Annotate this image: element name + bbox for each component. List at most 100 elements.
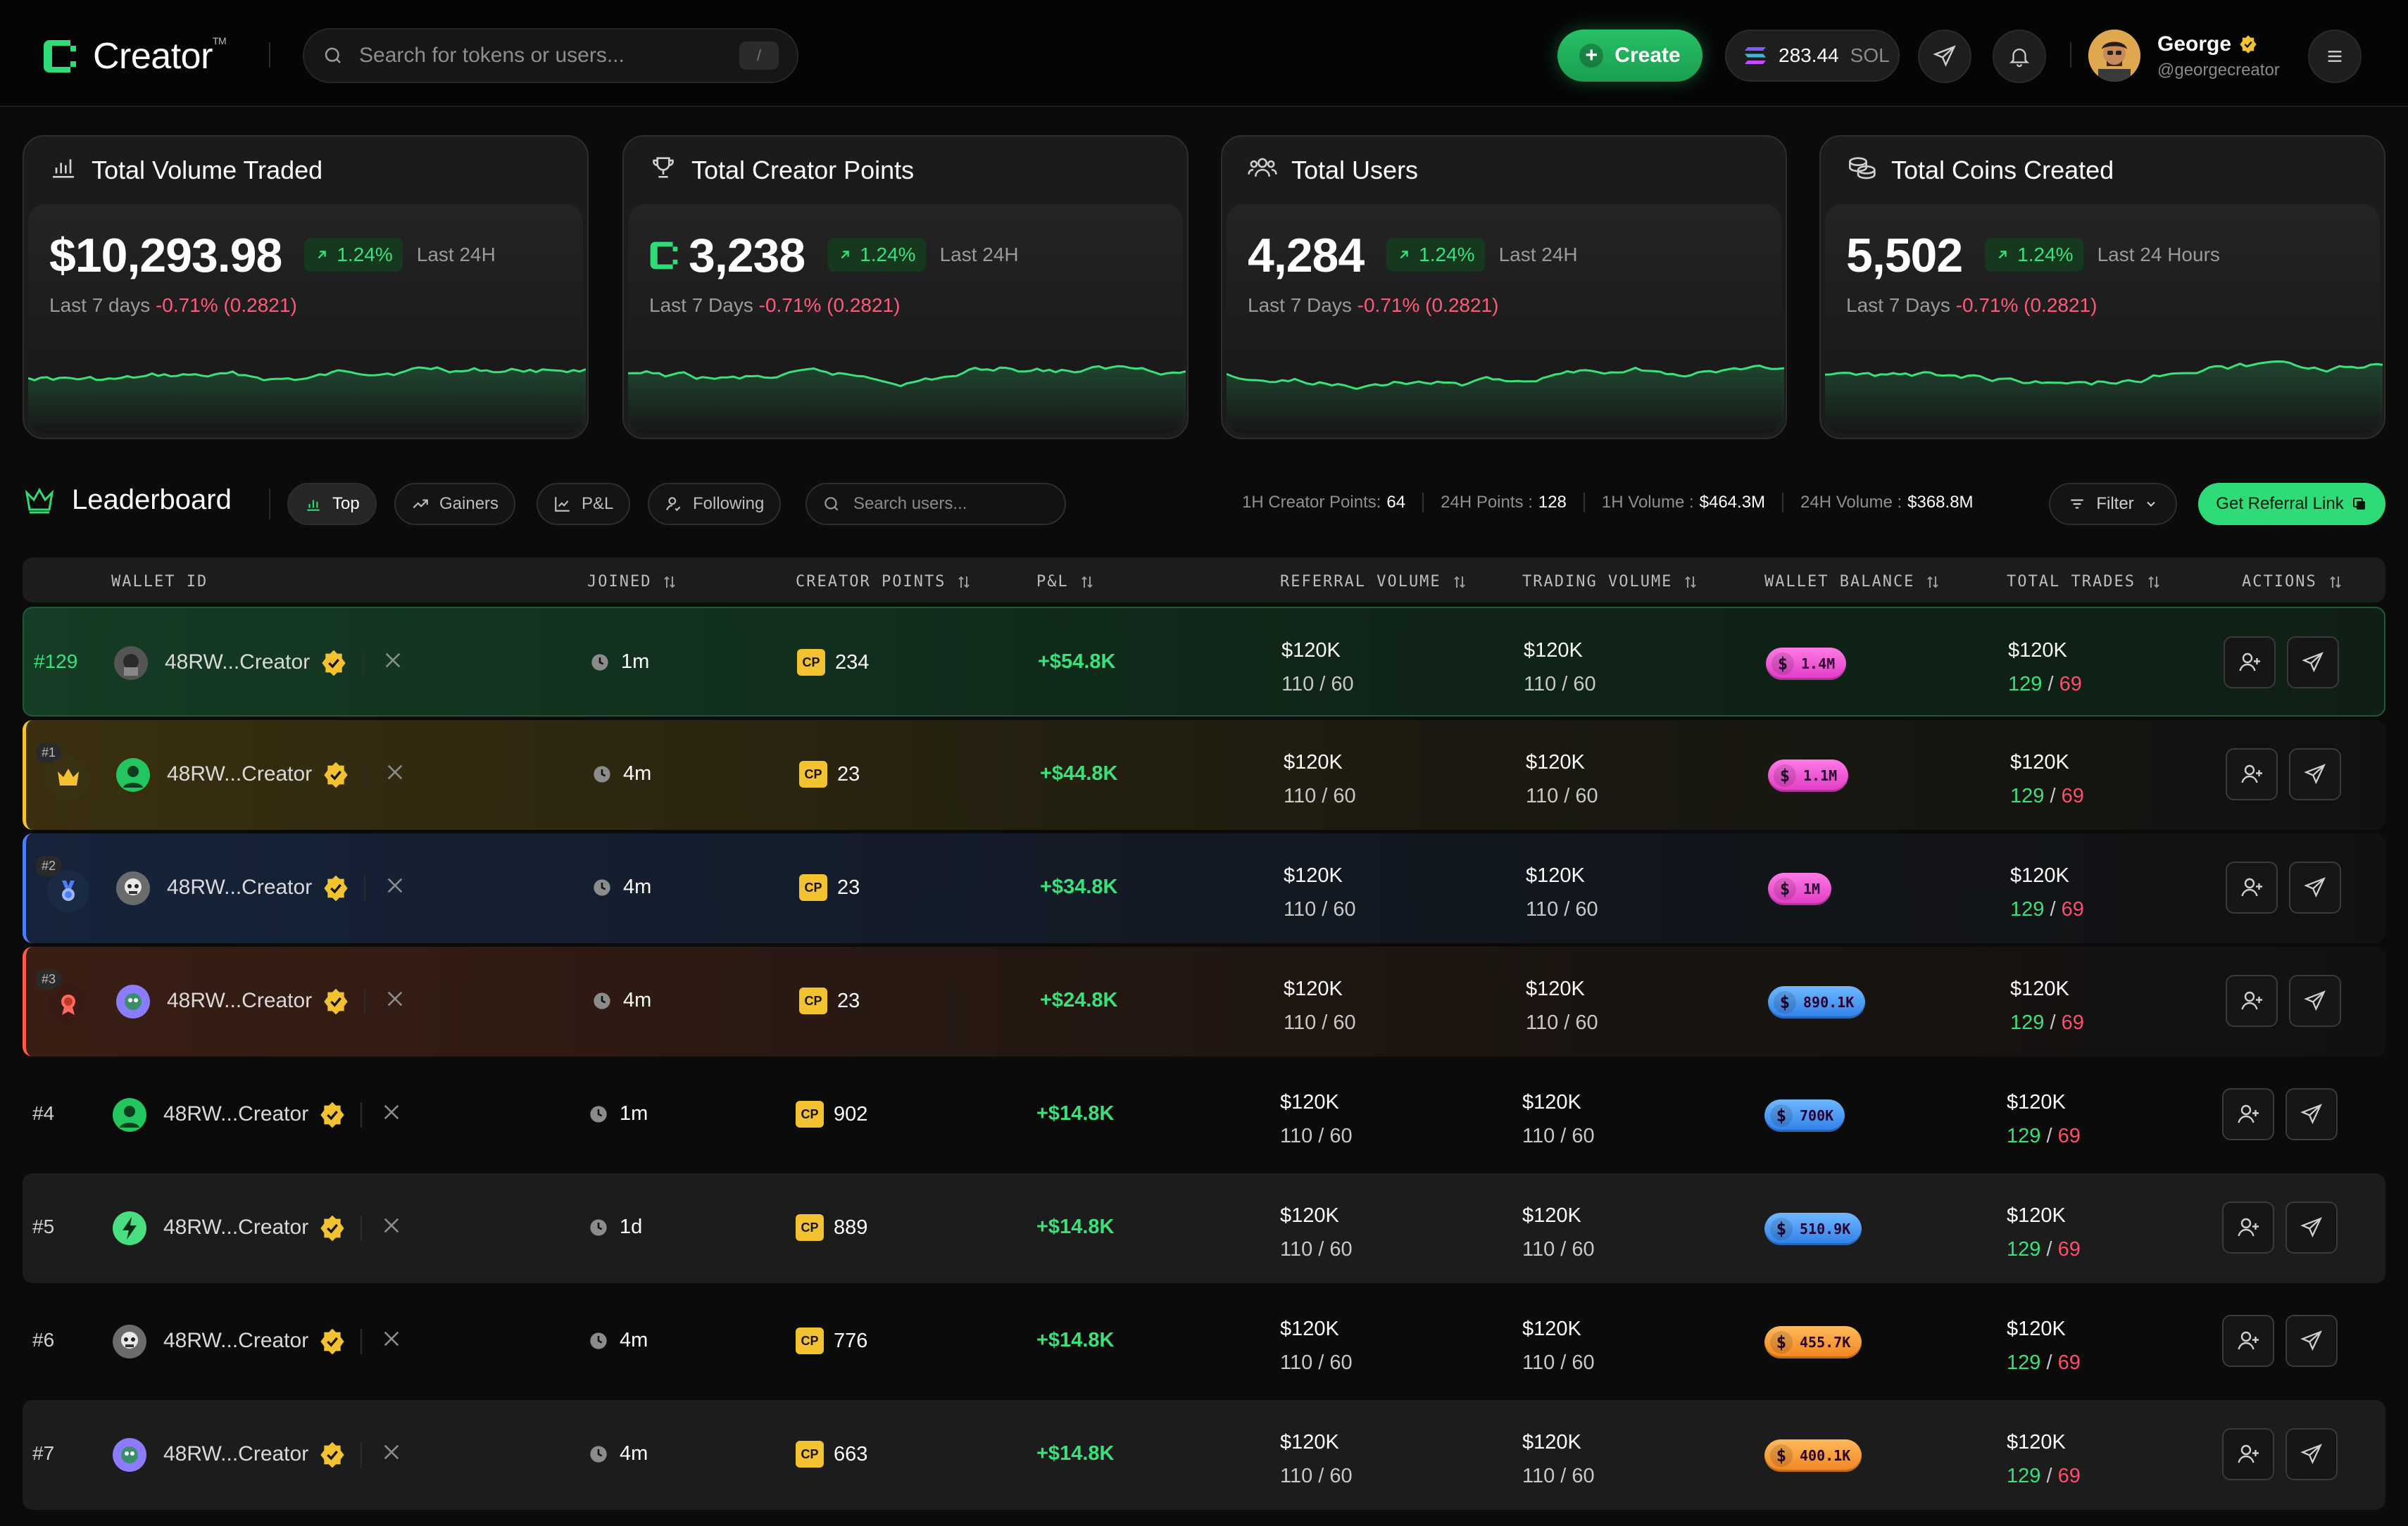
wallet-id[interactable]: 48RW...Creator — [163, 1102, 309, 1125]
x-social-icon[interactable] — [382, 1329, 401, 1354]
send-to-user-button[interactable] — [2285, 1088, 2338, 1140]
tab-gainers[interactable]: Gainers — [394, 483, 516, 525]
follow-user-button[interactable] — [2226, 975, 2278, 1027]
joined-cell: 4m — [589, 1329, 648, 1352]
follow-user-button[interactable] — [2226, 862, 2278, 914]
column-header[interactable]: WALLET BALANCE — [1764, 573, 1941, 591]
wallet-balance-pill[interactable]: 283.44 SOL — [1725, 30, 1900, 82]
tab-top[interactable]: Top — [287, 483, 377, 525]
wallet-id[interactable]: 48RW...Creator — [163, 1329, 309, 1352]
create-button[interactable]: + Create — [1557, 30, 1702, 82]
x-social-icon[interactable] — [382, 1442, 401, 1468]
user-avatar[interactable] — [2088, 30, 2140, 82]
trading-volume-cell: $120K 110 / 60 — [1522, 1204, 1595, 1261]
send-to-user-button[interactable] — [2289, 862, 2341, 914]
table-row[interactable]: #129 48RW...Creator 1m CP 234 +$54.8K $1… — [23, 607, 2385, 717]
send-to-user-button[interactable] — [2289, 748, 2341, 800]
table-row[interactable]: #2 48RW...Creator 4m CP 23 +$34.8K $120K… — [23, 833, 2385, 943]
tab-pnl[interactable]: P&L — [537, 483, 631, 525]
x-social-icon[interactable] — [383, 650, 403, 676]
notifications-button[interactable] — [1993, 30, 2046, 83]
table-row[interactable]: #7 48RW...Creator 4m CP 663 +$14.8K $120… — [23, 1400, 2385, 1510]
x-social-icon[interactable] — [385, 876, 405, 901]
sparkline-area — [1227, 365, 1784, 434]
arrow-up-right-icon — [1998, 251, 2007, 259]
total-trades-cell: $120K 129 / 69 — [2010, 978, 2084, 1034]
table-row[interactable]: #5 48RW...Creator 1d CP 889 +$14.8K $120… — [23, 1173, 2385, 1283]
rank-number: #129 — [34, 650, 78, 672]
table-row[interactable]: #4 48RW...Creator 1m CP 902 +$14.8K $120… — [23, 1060, 2385, 1170]
referral-volume-cell: $120K 110 / 60 — [1280, 1318, 1353, 1374]
filter-button[interactable]: Filter — [2049, 483, 2177, 525]
follow-user-button[interactable] — [2222, 1088, 2274, 1140]
follow-user-button[interactable] — [2222, 1202, 2274, 1254]
referral-volume-cell: $120K 110 / 60 — [1281, 639, 1354, 695]
search-icon — [325, 47, 341, 63]
stat-value: 3,238 — [689, 229, 805, 282]
avatar-icon — [2088, 30, 2140, 82]
table-row[interactable]: #3 48RW...Creator 4m CP 23 +$24.8K $120K… — [23, 947, 2385, 1057]
send-to-user-button[interactable] — [2285, 1202, 2338, 1254]
column-header[interactable]: TRADING VOLUME — [1522, 573, 1699, 591]
column-header[interactable]: CREATOR POINTS — [796, 573, 972, 591]
x-social-icon[interactable] — [385, 762, 405, 788]
users-icon — [1248, 153, 1277, 188]
send-to-user-button[interactable] — [2289, 975, 2341, 1027]
joined-cell: 4m — [592, 989, 651, 1012]
user-search[interactable]: Search users... — [805, 483, 1066, 525]
table-row[interactable]: #6 48RW...Creator 4m CP 776 +$14.8K $120… — [23, 1287, 2385, 1396]
referral-volume-cell: $120K 110 / 60 — [1284, 751, 1356, 807]
wallet-id[interactable]: 48RW...Creator — [163, 1442, 309, 1465]
wallet-id[interactable]: 48RW...Creator — [165, 650, 311, 674]
creator-points-cell: CP 776 — [796, 1328, 867, 1354]
tab-following[interactable]: Following — [648, 483, 782, 525]
joined-cell: 1m — [590, 650, 649, 674]
pnl-value: +$54.8K — [1038, 650, 1116, 673]
trading-volume-cell: $120K 110 / 60 — [1526, 864, 1598, 921]
user-search-input[interactable]: Search users... — [853, 494, 967, 513]
column-header[interactable]: TOTAL TRADES — [2007, 573, 2162, 591]
wallet-id[interactable]: 48RW...Creator — [163, 1216, 309, 1239]
send-to-user-button[interactable] — [2287, 636, 2339, 688]
medal-icon — [47, 757, 89, 799]
divider — [360, 1102, 362, 1128]
dollar-icon: $ — [1770, 1331, 1793, 1354]
table-row[interactable]: #1 48RW...Creator 4m CP 23 +$44.8K $120K… — [23, 720, 2385, 830]
wallet-id[interactable]: 48RW...Creator — [167, 876, 313, 899]
creator-points-cell: CP 902 — [796, 1101, 867, 1128]
follow-user-button[interactable] — [2222, 1428, 2274, 1480]
app-logo[interactable]: CreatorTM — [42, 35, 227, 77]
column-header[interactable]: REFERRAL VOLUME — [1280, 573, 1468, 591]
column-header[interactable]: JOINED — [587, 573, 678, 591]
sparkline-area — [1825, 361, 2383, 434]
x-social-icon[interactable] — [382, 1216, 401, 1241]
global-search[interactable]: Search for tokens or users... / — [303, 28, 798, 83]
menu-button[interactable] — [2308, 30, 2362, 83]
send-to-user-button[interactable] — [2285, 1315, 2338, 1367]
sort-icon — [2330, 576, 2341, 588]
clock-icon — [591, 653, 608, 671]
search-input[interactable]: Search for tokens or users... — [359, 44, 625, 67]
x-social-icon[interactable] — [382, 1102, 401, 1128]
column-header[interactable]: P&L — [1036, 573, 1096, 591]
referral-link-button[interactable]: Get Referral Link — [2198, 483, 2385, 525]
follow-user-button[interactable] — [2224, 636, 2276, 688]
clock-icon — [594, 878, 610, 896]
x-social-icon[interactable] — [385, 989, 405, 1014]
sparkline-line — [628, 365, 1186, 388]
header-divider — [269, 42, 270, 68]
wallet-id[interactable]: 48RW...Creator — [167, 762, 313, 786]
creator-logo-icon — [44, 40, 76, 72]
joined-cell: 1m — [589, 1102, 648, 1125]
send-button[interactable] — [1918, 30, 1971, 83]
column-header[interactable]: ACTIONS — [2242, 573, 2344, 591]
metric-24h-volume: 24H Volume : $368.8M — [1800, 493, 1974, 512]
stat-title: Total Creator Points — [691, 156, 915, 184]
wallet-id[interactable]: 48RW...Creator — [167, 989, 313, 1012]
coins-icon — [1846, 153, 1877, 188]
follow-user-button[interactable] — [2226, 748, 2278, 800]
stat-card: Total Coins Created 5,502 1.24% Last 24 … — [1819, 135, 2385, 439]
follow-user-button[interactable] — [2222, 1315, 2274, 1367]
send-to-user-button[interactable] — [2285, 1428, 2338, 1480]
change-badge: 1.24% — [1985, 238, 2083, 272]
